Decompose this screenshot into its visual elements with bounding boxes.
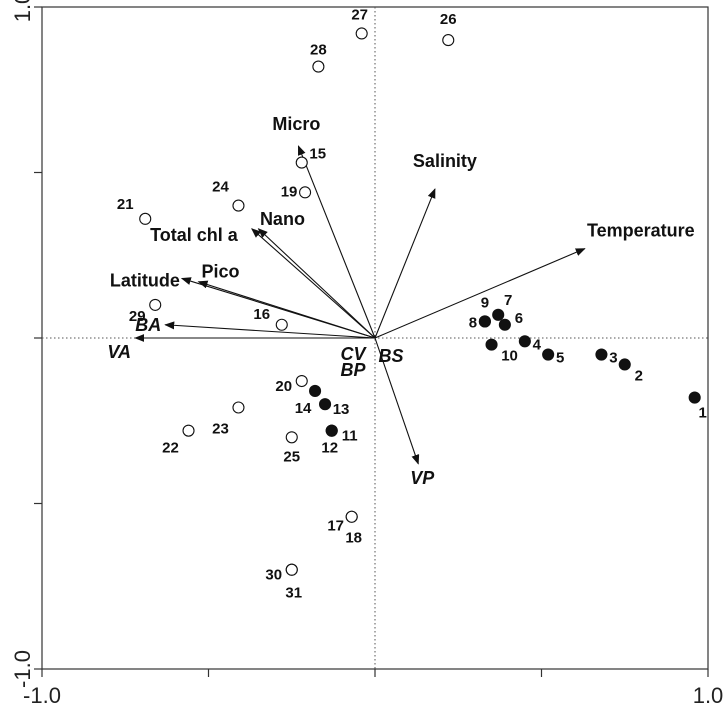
sample-point-16: [275, 318, 288, 331]
sample-point-13: [318, 398, 332, 411]
sample-label-22: 22: [162, 440, 179, 457]
vector-label-vp: VP: [410, 468, 435, 488]
y-tick-label: 1.0: [10, 0, 35, 22]
vector-arrow-latitude: [180, 277, 376, 339]
sample-point-7: [492, 308, 505, 321]
vector-label-bp: BP: [340, 360, 366, 380]
sample-point-6: [498, 318, 511, 331]
sample-point-27: [355, 27, 368, 40]
sample-point-26: [442, 34, 455, 47]
x-tick-label: 1.0: [693, 683, 723, 708]
sample-point-14: [309, 384, 322, 398]
sample-label-13: 13: [333, 401, 350, 418]
sample-label-12: 12: [321, 440, 338, 457]
sample-label-3: 3: [609, 350, 617, 367]
sample-point-19: [299, 186, 312, 199]
vector-arrow-micro: [297, 145, 376, 339]
sample-point-22: [182, 424, 195, 437]
sample-label-9: 9: [481, 294, 489, 311]
sample-point-31: [285, 563, 298, 576]
sample-point-28: [312, 60, 325, 73]
sample-label-1: 1: [699, 405, 707, 422]
vector-label-nano: Nano: [260, 209, 305, 229]
vector-label-temperature: Temperature: [587, 221, 695, 241]
sample-label-11: 11: [342, 428, 358, 445]
vector-label-va: VA: [107, 342, 131, 362]
axes-layer: -1.0 1.0 1.0 -1.0: [10, 0, 723, 708]
vector-arrow-salinity: [374, 188, 436, 339]
sample-point-25: [285, 431, 298, 444]
sample-label-28: 28: [310, 42, 327, 59]
sample-label-17: 17: [327, 518, 344, 535]
vector-label-bs: BS: [378, 346, 403, 366]
sample-label-15: 15: [309, 146, 326, 163]
sample-point-20: [295, 374, 308, 388]
vector-arrow-temperature: [374, 248, 586, 339]
sample-point-9: [478, 315, 491, 328]
sample-label-2: 2: [635, 367, 643, 384]
sample-label-18: 18: [345, 530, 362, 547]
sample-label-10: 10: [501, 348, 518, 365]
sample-point-24: [232, 199, 245, 212]
sample-label-23: 23: [212, 421, 229, 438]
sample-point-10: [485, 338, 498, 351]
sample-label-16: 16: [253, 306, 270, 323]
sample-label-20: 20: [275, 378, 292, 395]
sample-point-3: [595, 348, 608, 361]
vector-label-total-chl-a: Total chl a: [150, 225, 239, 245]
vectors-layer: [134, 145, 586, 465]
labels-layer: Micro Salinity Nano Total chl a Temperature P…: [107, 6, 706, 601]
sample-label-7: 7: [504, 292, 512, 309]
sample-point-2: [618, 358, 631, 371]
sample-point-1: [688, 391, 701, 404]
sample-label-25: 25: [283, 448, 300, 465]
y-tick-label: -1.0: [10, 650, 35, 688]
sample-point-29: [149, 298, 162, 311]
sample-label-8: 8: [469, 314, 477, 331]
sample-label-27: 27: [351, 6, 368, 23]
vector-arrow-total-chl-a: [251, 228, 376, 339]
x-tick-label: -1.0: [23, 683, 61, 708]
sample-label-26: 26: [440, 11, 457, 28]
sample-label-31: 31: [285, 585, 302, 602]
sample-label-30: 30: [265, 567, 282, 584]
sample-label-21: 21: [117, 196, 134, 213]
vector-label-ba: BA: [135, 315, 161, 335]
vector-arrow-vp: [374, 337, 420, 465]
points-layer: [139, 27, 701, 576]
sample-point-18: [345, 510, 358, 523]
sample-point-23: [232, 401, 245, 414]
vector-label-salinity: Salinity: [413, 151, 477, 171]
sample-point-12: [325, 424, 338, 437]
sample-label-4: 4: [533, 336, 542, 353]
sample-label-5: 5: [556, 350, 564, 367]
vector-label-cv: CV: [340, 344, 367, 364]
vector-label-micro: Micro: [272, 114, 320, 134]
sample-label-19: 19: [281, 183, 298, 200]
sample-point-15: [295, 156, 308, 169]
sample-label-6: 6: [515, 310, 523, 327]
vector-label-pico: Pico: [202, 262, 240, 282]
sample-label-24: 24: [212, 179, 229, 196]
vector-arrow-nano: [257, 228, 376, 339]
sample-point-21: [139, 212, 152, 225]
vector-arrow-ba: [164, 321, 376, 339]
sample-label-29: 29: [129, 308, 146, 325]
sample-point-5: [542, 348, 555, 361]
sample-point-4: [518, 335, 531, 348]
vector-label-latitude: Latitude: [110, 270, 180, 290]
sample-label-14: 14: [295, 400, 312, 417]
